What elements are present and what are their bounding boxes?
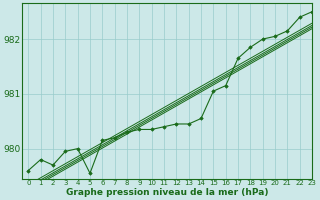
X-axis label: Graphe pression niveau de la mer (hPa): Graphe pression niveau de la mer (hPa) <box>66 188 268 197</box>
